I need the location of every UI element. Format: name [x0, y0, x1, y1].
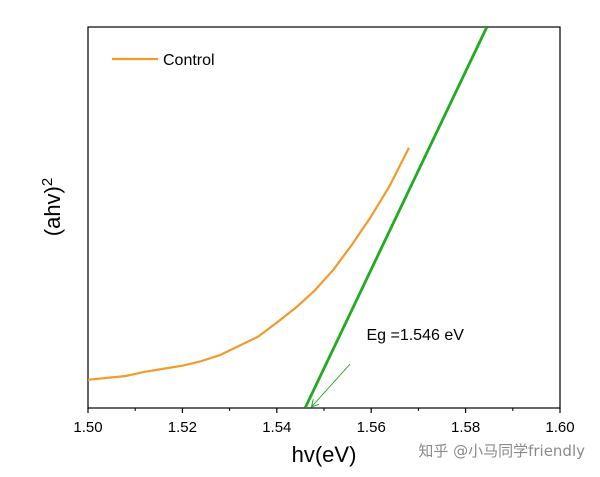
annotation-arrow — [312, 363, 351, 406]
x-tick-label: 1.54 — [262, 419, 291, 436]
x-tick-label: 1.52 — [168, 419, 197, 436]
plot-frame — [87, 26, 561, 409]
legend: Control — [112, 52, 215, 69]
y-axis-title: (ahv)2 — [39, 178, 66, 236]
series-control-line — [88, 147, 410, 381]
watermark: 知乎 @小马同学friendly — [418, 442, 585, 460]
x-axis-ticks: 1.50 1.52 1.54 1.56 1.58 1.60 — [73, 408, 575, 436]
legend-label-control: Control — [163, 52, 215, 69]
x-tick-label: 1.58 — [451, 419, 480, 436]
x-axis-title: hv(eV) — [292, 442, 357, 467]
annotation-eg-label: Eg =1.546 eV — [366, 327, 464, 344]
y-axis-title-base: (ahv) — [40, 186, 65, 236]
y-axis-title-superscript: 2 — [39, 178, 56, 186]
series-tangent-line — [303, 27, 489, 408]
x-tick-label: 1.56 — [357, 419, 386, 436]
x-tick-label: 1.50 — [73, 419, 102, 436]
x-tick-label: 1.60 — [545, 419, 574, 436]
